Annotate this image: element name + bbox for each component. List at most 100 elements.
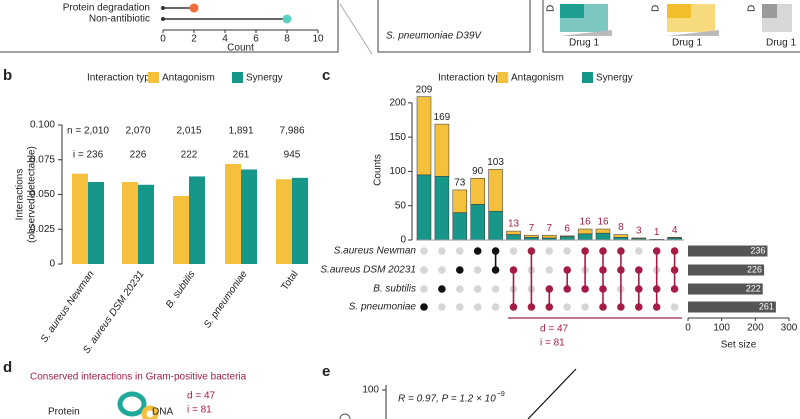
axis-fragment: D — [747, 5, 758, 12]
heatmap-label: Drug 1 — [569, 38, 599, 49]
bar-segment — [595, 228, 611, 234]
panel-label: b — [3, 67, 12, 84]
heatmap — [762, 4, 777, 18]
bar-segment — [488, 210, 503, 241]
set-size-label: 226 — [747, 264, 762, 274]
x-tick-label: 0 — [160, 34, 166, 45]
bar — [88, 181, 104, 264]
matrix-dot — [473, 247, 482, 255]
matrix-dot — [563, 247, 571, 255]
x-tick-label: 4 — [222, 34, 228, 45]
frame — [542, 0, 800, 53]
bar-segment — [667, 237, 682, 239]
frame — [377, 0, 531, 53]
total-label: 13 — [508, 219, 520, 230]
matrix-dot — [438, 266, 446, 274]
bar-segment — [488, 169, 503, 212]
y-tick-label: 0.100 — [30, 120, 55, 131]
matrix-dot — [473, 266, 482, 274]
legend-label: Antagonism — [511, 73, 564, 84]
legend-swatch — [497, 72, 508, 83]
set-label: S.aureus Newman — [334, 246, 417, 257]
total-label: 7 — [529, 223, 535, 234]
matrix-dot — [438, 247, 446, 255]
point-fragment — [339, 413, 351, 419]
legend-label: Antagonism — [162, 73, 215, 84]
bar-segment — [416, 174, 432, 241]
x-axis-label: Set size — [721, 340, 757, 351]
bar-segment — [434, 175, 450, 241]
stem-base — [161, 17, 165, 21]
bar — [225, 163, 241, 264]
set-label: S.aureus DSM 20231 — [320, 265, 416, 276]
triangle — [560, 30, 612, 36]
x-tick-label: S. aureus Newman — [39, 269, 97, 345]
total-label: 90 — [472, 166, 484, 177]
matrix-dot — [438, 303, 446, 311]
total-label: 7 — [547, 223, 553, 234]
matrix-dot — [438, 285, 446, 293]
n-label: 2,070 — [125, 126, 150, 137]
bar-segment — [416, 96, 432, 176]
total-label: 73 — [454, 178, 466, 189]
bar-segment — [506, 234, 521, 241]
y-axis-label: Counts — [373, 154, 384, 186]
axis-fragment: D — [651, 5, 662, 12]
matrix-dot — [491, 303, 500, 311]
annotation-exponent: −9 — [497, 391, 505, 398]
set-label: S. pneumoniae — [349, 302, 417, 313]
matrix-dot — [545, 247, 554, 255]
annotation: R = 0.97, P = 1.2 × 10 — [398, 394, 496, 405]
matrix-dot — [420, 285, 428, 293]
bar-segment — [506, 230, 521, 235]
set-label: B. subtilis — [373, 284, 416, 295]
i-label: i = 236 — [73, 150, 104, 161]
panel-label: c — [322, 67, 330, 84]
category-label: Protein degradation — [63, 3, 150, 14]
x-tick-label: 300 — [781, 323, 798, 334]
annotation: i = 81 — [540, 338, 565, 349]
i-label: 261 — [233, 150, 250, 161]
bar-segment — [452, 212, 468, 241]
y-tick-label: 50 — [395, 200, 407, 211]
n-label: 1,891 — [228, 126, 253, 137]
bar-segment — [631, 237, 647, 239]
legend-swatch — [582, 72, 593, 83]
frame — [0, 0, 339, 53]
y-tick-label: 150 — [389, 132, 406, 143]
annotation: d = 47 — [187, 391, 216, 402]
bar — [276, 179, 292, 264]
bar-segment — [559, 236, 575, 241]
legend-swatch — [148, 72, 159, 83]
i-label: 945 — [284, 150, 301, 161]
set-bar — [688, 264, 765, 276]
lollipop-head — [282, 14, 292, 24]
heatmap — [667, 4, 691, 18]
matrix-dot — [456, 303, 464, 311]
matrix-dot — [420, 303, 428, 311]
x-tick-label: 8 — [284, 34, 290, 45]
matrix-dot — [456, 247, 464, 255]
matrix-dot — [491, 285, 500, 293]
set-bar — [688, 301, 776, 313]
x-tick-label: 10 — [312, 34, 324, 45]
bar-segment — [577, 233, 593, 241]
i-label: 226 — [130, 150, 147, 161]
bar-segment — [434, 123, 450, 177]
matrix-dot — [473, 285, 482, 293]
y-tick-label: 0.075 — [30, 154, 55, 165]
matrix-dot — [473, 303, 482, 311]
bar — [72, 173, 88, 264]
bar-segment — [577, 228, 593, 235]
total-label: 1 — [654, 227, 660, 238]
bar — [173, 195, 189, 264]
x-tick-label: 100 — [713, 323, 730, 334]
bar — [138, 184, 154, 264]
total-label: 16 — [580, 217, 592, 228]
panel-label: d — [3, 359, 12, 376]
y-tick-label: 100 — [362, 385, 379, 396]
total-label: 169 — [434, 112, 451, 123]
y-tick-label: 0 — [49, 259, 55, 270]
matrix-dot — [563, 303, 571, 311]
bar — [189, 176, 205, 264]
